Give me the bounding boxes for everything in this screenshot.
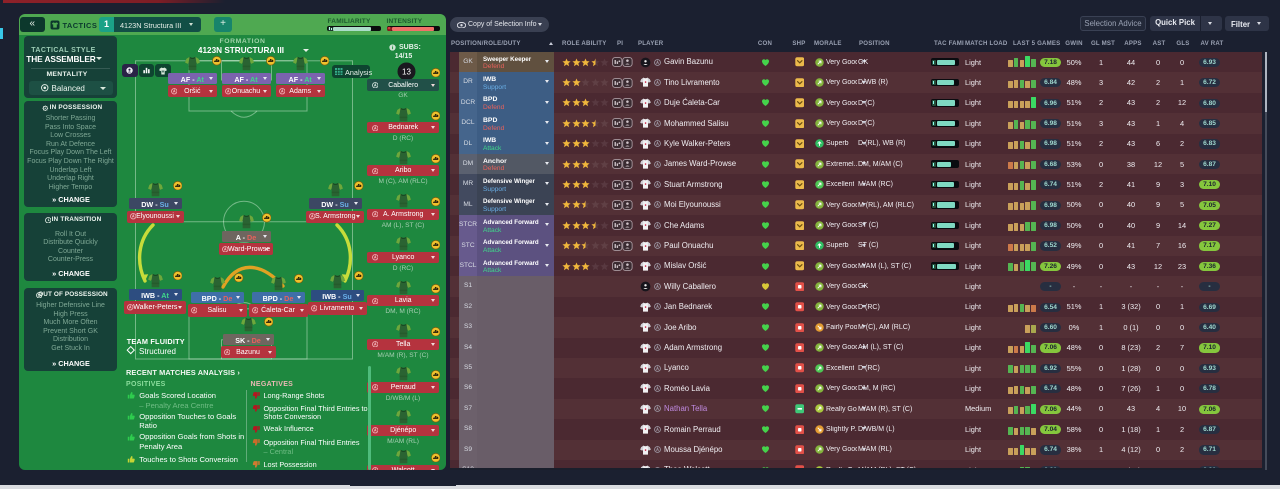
svg-text:13: 13 bbox=[402, 67, 411, 76]
